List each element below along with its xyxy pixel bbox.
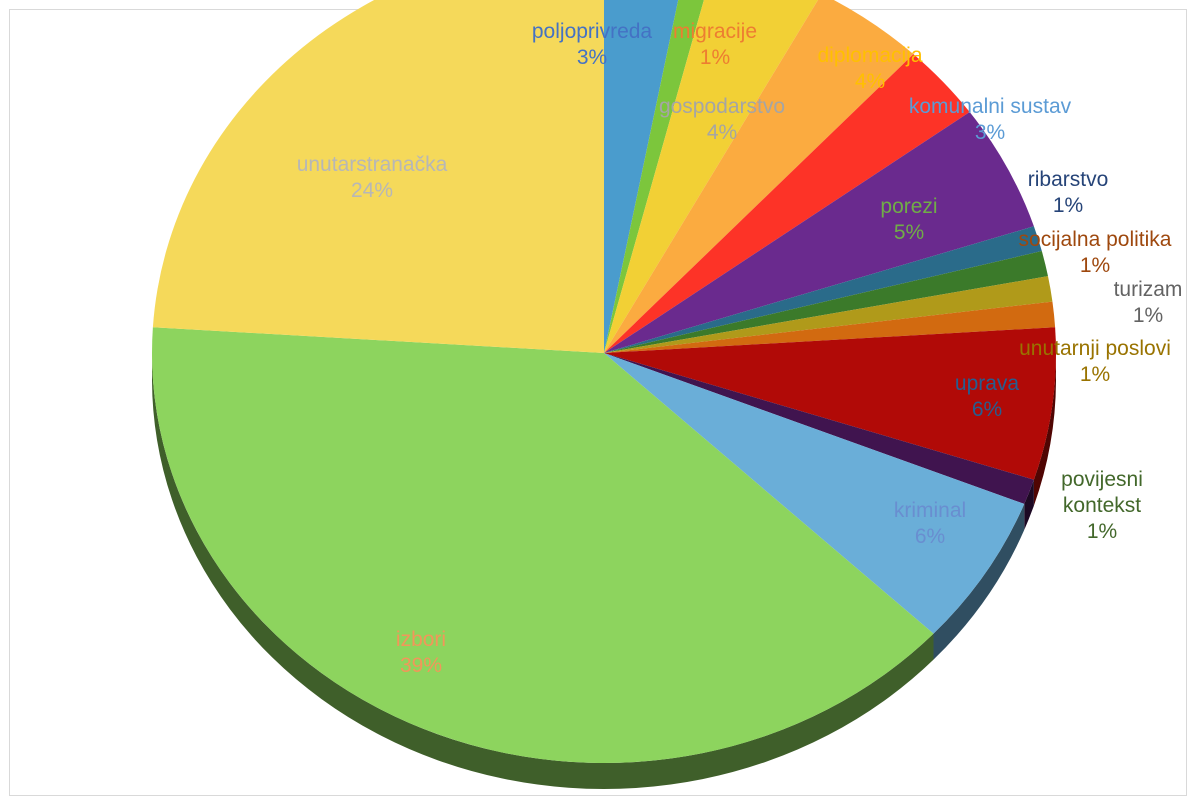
label-value-socijalna-politika: 1% [1080,254,1110,277]
label-turizam: turizam 1% [1114,278,1183,327]
label-kriminal: kriminal 6% [894,499,966,548]
label-name-kriminal: kriminal [894,499,966,522]
pie-slice-komunalni-sustav [604,54,970,353]
label-value-gospodarstvo: 4% [707,121,737,144]
pie-slice-uprava [604,327,1056,480]
label-value-porezi: 5% [894,221,924,244]
label-name-gospodarstvo: gospodarstvo [659,95,785,118]
label-name-ribarstvo: ribarstvo [1028,168,1109,191]
pie-wall-povijesni-kontekst [1024,479,1034,530]
label-unutarstranačka: unutarstranačka 24% [297,153,448,202]
label-komunalni-sustav: komunalni sustav 3% [909,95,1072,144]
label-value-uprava: 6% [972,398,1002,421]
pie-wall-kriminal [933,503,1025,660]
pie-slice-turizam [604,276,1053,353]
label-gospodarstvo: gospodarstvo 4% [659,95,785,144]
label-name-uprava: uprava [955,372,1020,395]
pie-wall-uprava [1033,353,1056,506]
pie-slice-poljoprivreda [604,0,679,353]
label-name-turizam: turizam [1114,278,1183,301]
label-name-unutarstranačka: unutarstranačka [297,153,448,176]
label-uprava: uprava 6% [955,372,1020,421]
pie-slice-izbori [152,327,934,763]
label-povijesni-kontekst: povijesni kontekst 1% [1061,468,1143,543]
label-name-povijesni-kontekst: povijesni [1061,468,1143,491]
label-name-socijalna-politika: socijalna politika [1019,228,1172,251]
pie-slice-povijesni-kontekst [604,353,1034,504]
label-izbori: izbori 39% [396,628,446,677]
label-value-ribarstvo: 1% [1053,194,1083,217]
pie-slice-ribarstvo [604,226,1042,353]
label-name-izbori: izbori [396,628,446,651]
label-socijalna-politika: socijalna politika 1% [1019,228,1172,277]
pie-slice-unutarstranačka [152,0,604,353]
label-name-povijesni-kontekst: kontekst [1063,494,1141,517]
label-name-diplomacija: diplomacija [817,44,922,67]
pie-slice-kriminal [604,353,1025,634]
label-unutarnji-poslovi: unutarnji poslovi 1% [1019,337,1171,386]
label-ribarstvo: ribarstvo 1% [1028,168,1109,217]
pie-slice-porezi [604,112,1034,353]
label-value-migracije: 1% [700,46,730,69]
label-value-kriminal: 6% [915,525,945,548]
label-value-komunalni-sustav: 3% [975,121,1005,144]
pie-slice-unutarnji-poslovi [604,301,1056,353]
label-value-diplomacija: 4% [855,70,885,93]
label-value-izbori: 39% [400,654,442,677]
label-diplomacija: diplomacija 4% [817,44,922,93]
pie-side-walls [152,353,1056,789]
pie-slices [152,0,1056,763]
label-value-unutarnji-poslovi: 1% [1080,363,1110,386]
label-value-povijesni-kontekst: 1% [1087,520,1117,543]
pie-slice-gospodarstvo [604,0,818,353]
label-name-unutarnji-poslovi: unutarnji poslovi [1019,337,1171,360]
label-name-migracije: migracije [673,20,757,43]
label-name-porezi: porezi [880,195,937,218]
label-name-poljoprivreda: poljoprivreda [532,20,653,43]
label-poljoprivreda: poljoprivreda 3% [532,20,653,69]
label-value-poljoprivreda: 3% [577,46,607,69]
label-value-unutarstranačka: 24% [351,179,393,202]
label-migracije: migracije 1% [673,20,757,69]
label-porezi: porezi 5% [880,195,937,244]
label-name-komunalni-sustav: komunalni sustav [909,95,1072,118]
label-value-turizam: 1% [1133,304,1163,327]
pie-slice-migracije [604,0,704,353]
pie-slice-socijalna-politika [604,251,1048,353]
data-labels: poljoprivreda 3% migracije 1% gospodarstvo 4%… [297,20,1183,677]
pie-slice-diplomacija [604,0,914,353]
